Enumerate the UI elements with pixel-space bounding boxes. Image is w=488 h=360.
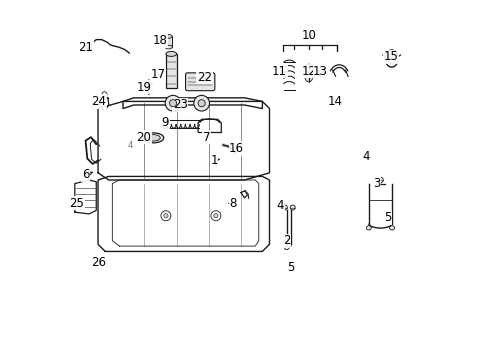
Ellipse shape	[146, 135, 160, 141]
FancyBboxPatch shape	[185, 73, 214, 91]
Ellipse shape	[165, 45, 172, 49]
Circle shape	[377, 177, 383, 183]
Text: 7: 7	[202, 131, 210, 144]
Ellipse shape	[169, 102, 181, 111]
Text: 13: 13	[312, 64, 327, 77]
Text: 4: 4	[276, 198, 284, 212]
Circle shape	[290, 205, 295, 210]
Bar	[165, 54, 176, 88]
Text: 25: 25	[69, 197, 84, 210]
Text: 4: 4	[362, 150, 369, 163]
Text: 9: 9	[161, 116, 168, 129]
Text: 22: 22	[197, 71, 212, 84]
Circle shape	[213, 213, 218, 218]
Circle shape	[163, 213, 168, 218]
Text: 23: 23	[172, 99, 187, 112]
Circle shape	[305, 75, 312, 82]
Circle shape	[304, 64, 312, 73]
Text: 11: 11	[271, 64, 286, 77]
Ellipse shape	[284, 246, 288, 249]
Text: 15: 15	[383, 50, 398, 63]
Ellipse shape	[165, 35, 172, 38]
Circle shape	[193, 95, 209, 111]
Text: 21: 21	[78, 41, 93, 54]
Circle shape	[318, 68, 326, 77]
Circle shape	[165, 95, 181, 111]
Circle shape	[282, 205, 287, 210]
Text: 16: 16	[229, 142, 244, 155]
Text: 12: 12	[301, 64, 316, 77]
Text: 2: 2	[283, 234, 290, 247]
Text: 4: 4	[127, 141, 133, 150]
Ellipse shape	[143, 133, 163, 143]
Text: 17: 17	[150, 68, 165, 81]
Text: 8: 8	[229, 197, 236, 211]
Circle shape	[210, 211, 221, 221]
Text: 6: 6	[81, 168, 89, 181]
Circle shape	[102, 92, 107, 97]
Text: 10: 10	[301, 29, 316, 42]
Text: 1: 1	[210, 154, 218, 167]
Text: 24: 24	[91, 95, 106, 108]
Circle shape	[86, 46, 92, 51]
Ellipse shape	[172, 104, 179, 110]
Circle shape	[320, 71, 325, 75]
Bar	[165, 36, 172, 47]
Text: 5: 5	[286, 261, 294, 274]
Text: 26: 26	[91, 256, 106, 269]
Ellipse shape	[366, 226, 370, 230]
Text: 18: 18	[152, 34, 167, 47]
Text: 14: 14	[327, 95, 343, 108]
Ellipse shape	[389, 226, 394, 230]
Ellipse shape	[165, 51, 176, 57]
Text: 19: 19	[136, 81, 151, 94]
Text: 3: 3	[372, 177, 380, 190]
Text: 5: 5	[383, 211, 390, 224]
Circle shape	[87, 47, 90, 50]
Circle shape	[198, 100, 205, 107]
Circle shape	[161, 211, 171, 221]
Text: 20: 20	[136, 131, 151, 144]
Circle shape	[169, 100, 176, 107]
